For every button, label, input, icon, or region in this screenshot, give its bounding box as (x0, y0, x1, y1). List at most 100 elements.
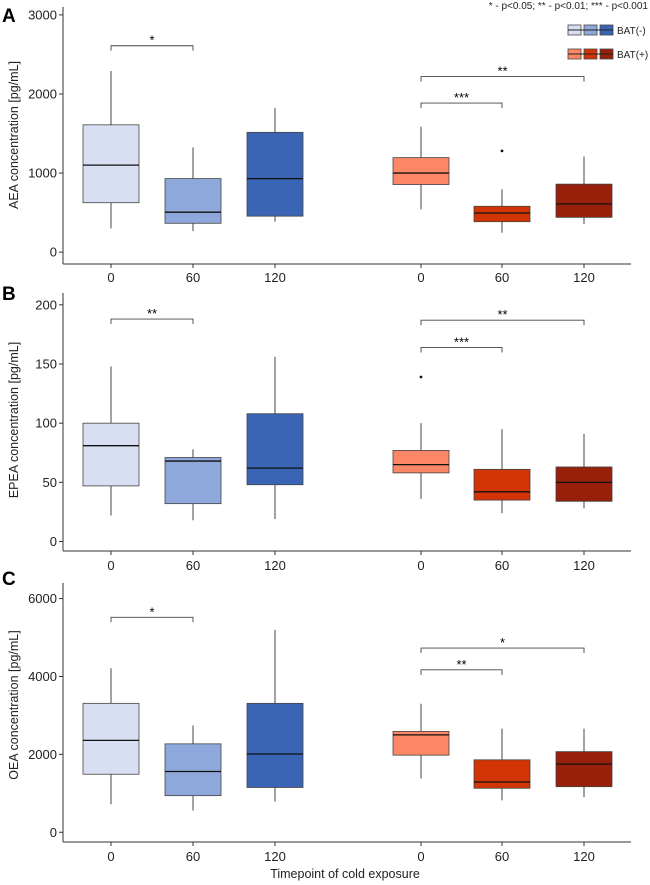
bracket-line (420, 647, 585, 654)
legend-label-bat-neg: BAT(-) (617, 26, 646, 37)
panel-a-box-bat-neg-120 (246, 107, 304, 222)
box-iqr (473, 759, 531, 789)
panel-b-y-tick-label: 50 (43, 475, 57, 490)
panel-c-x-tick-label: 60 (495, 849, 509, 864)
box-iqr (82, 422, 140, 487)
panel-b-box-bat-neg-120 (246, 356, 304, 520)
panel-b-significance-bracket: ** (110, 306, 194, 325)
panel-b-x-tick-label: 120 (573, 558, 595, 573)
legend: BAT(-) BAT(+) (567, 24, 648, 61)
bracket-line (420, 669, 503, 675)
bracket-line (420, 102, 503, 109)
significance-label: * (149, 604, 154, 619)
significance-label: * (500, 635, 505, 650)
significance-label: ** (497, 64, 507, 79)
panel-c-x-tick-label: 0 (417, 849, 424, 864)
bracket-line (420, 346, 503, 353)
panel-c-significance-bracket: * (110, 604, 194, 623)
box-iqr (82, 124, 140, 204)
panel-b-y-axis-label: EPEA concentration [pg/mL] (7, 342, 21, 498)
panel-c-box-bat-pos-120 (555, 728, 613, 798)
panel-c-x-tick-label: 0 (107, 849, 114, 864)
panel-c-box-bat-neg-60 (164, 725, 222, 811)
bracket-line (420, 76, 585, 82)
panel-a-x-tick-label: 60 (186, 270, 200, 285)
panel-b-y-tick-label: 0 (50, 534, 57, 549)
panel-b-x-tick-label: 0 (107, 558, 114, 573)
panel-letter-a: A (2, 6, 16, 27)
panel-c-oea: C OEA concentration [pg/mL] 020004000600… (2, 569, 631, 864)
panel-b-box-bat-pos-0 (392, 375, 450, 499)
panel-a-y-tick-label: 1000 (28, 166, 57, 181)
panel-a-x-tick-label: 60 (495, 270, 509, 285)
panel-b-y-tick-label: 150 (35, 357, 57, 372)
x-axis-label: Timepoint of cold exposure (270, 867, 420, 881)
box-iqr (473, 205, 531, 223)
outlier-point (419, 375, 423, 379)
panel-c-significance-bracket: * (420, 635, 585, 654)
box-iqr (473, 468, 531, 501)
panel-a-y-axis-label: AEA concentration [pg/mL] (7, 61, 21, 209)
panel-b-x-tick-label: 120 (264, 558, 286, 573)
bracket-line (110, 45, 194, 51)
box-iqr (82, 702, 140, 775)
panel-c-x-tick-label: 60 (186, 849, 200, 864)
panel-a-y-tick-label: 0 (50, 245, 57, 260)
box-iqr (164, 178, 222, 224)
box-iqr (246, 702, 304, 788)
panel-b-box-bat-pos-120 (555, 433, 613, 509)
panel-a-box-bat-pos-120 (555, 156, 613, 225)
box-iqr (164, 457, 222, 505)
panel-b-y-tick-label: 200 (35, 297, 57, 312)
box-iqr (392, 730, 450, 756)
panel-c-x-tick-label: 120 (573, 849, 595, 864)
panel-a-box-bat-neg-0 (82, 71, 140, 229)
bracket-line (420, 319, 585, 326)
panel-b-box-bat-neg-0 (82, 366, 140, 516)
panel-b-y-tick-label: 100 (35, 416, 57, 431)
panel-a-y-tick-label: 3000 (28, 7, 57, 22)
panel-b-significance-bracket: *** (420, 334, 503, 353)
panel-c-box-bat-pos-60 (473, 728, 531, 801)
bracket-line (110, 616, 194, 623)
significance-label: ** (147, 306, 157, 321)
box-iqr (246, 131, 304, 217)
panel-a-significance-bracket: * (110, 33, 194, 51)
panel-b-x-tick-label: 60 (495, 558, 509, 573)
panel-c-x-tick-label: 120 (264, 849, 286, 864)
panel-a-box-bat-neg-60 (164, 147, 222, 232)
box-iqr (246, 413, 304, 486)
significance-label: *** (454, 334, 469, 349)
panel-letter-c: C (2, 569, 16, 590)
panel-b-epea: B EPEA concentration [pg/mL] 0 50 100 150 20… (2, 284, 631, 573)
panel-a-aea: A AEA concentration [pg/mL] 0 1000 2000 300… (2, 6, 631, 285)
panel-b-box-bat-neg-60 (164, 449, 222, 521)
legend-label-bat-pos: BAT(+) (617, 50, 648, 61)
panel-c-y-tick-label: 0 (50, 825, 57, 840)
panel-c-y-axis-label: OEA concentration [pg/mL] (7, 630, 21, 779)
box-iqr (555, 183, 613, 218)
panel-c-box-bat-neg-120 (246, 629, 304, 802)
box-iqr (392, 450, 450, 474)
panel-a-y-tick-label: 2000 (28, 86, 57, 101)
panel-b-significance-bracket: ** (420, 307, 585, 326)
panel-c-y-tick-label: 2000 (28, 747, 57, 762)
box-iqr (555, 751, 613, 788)
significance-label: ** (456, 657, 466, 672)
box-iqr (392, 157, 450, 185)
significance-label: * (149, 33, 154, 48)
significance-note: * - p<0.05; ** - p<0.01; *** - p<0.001 (489, 1, 649, 12)
panel-a-box-bat-pos-0 (392, 126, 450, 210)
panel-c-box-bat-pos-0 (392, 703, 450, 779)
significance-label: ** (497, 307, 507, 322)
panel-c-y-tick-label: 6000 (28, 591, 57, 606)
bracket-line (110, 318, 194, 325)
panel-letter-b: B (2, 284, 16, 305)
significance-label: *** (454, 90, 469, 105)
panel-a-x-tick-label: 0 (107, 270, 114, 285)
panel-b-x-tick-label: 0 (417, 558, 424, 573)
outlier-point (500, 149, 504, 153)
panel-a-box-bat-pos-60 (473, 149, 531, 233)
panel-c-significance-bracket: ** (420, 657, 503, 675)
